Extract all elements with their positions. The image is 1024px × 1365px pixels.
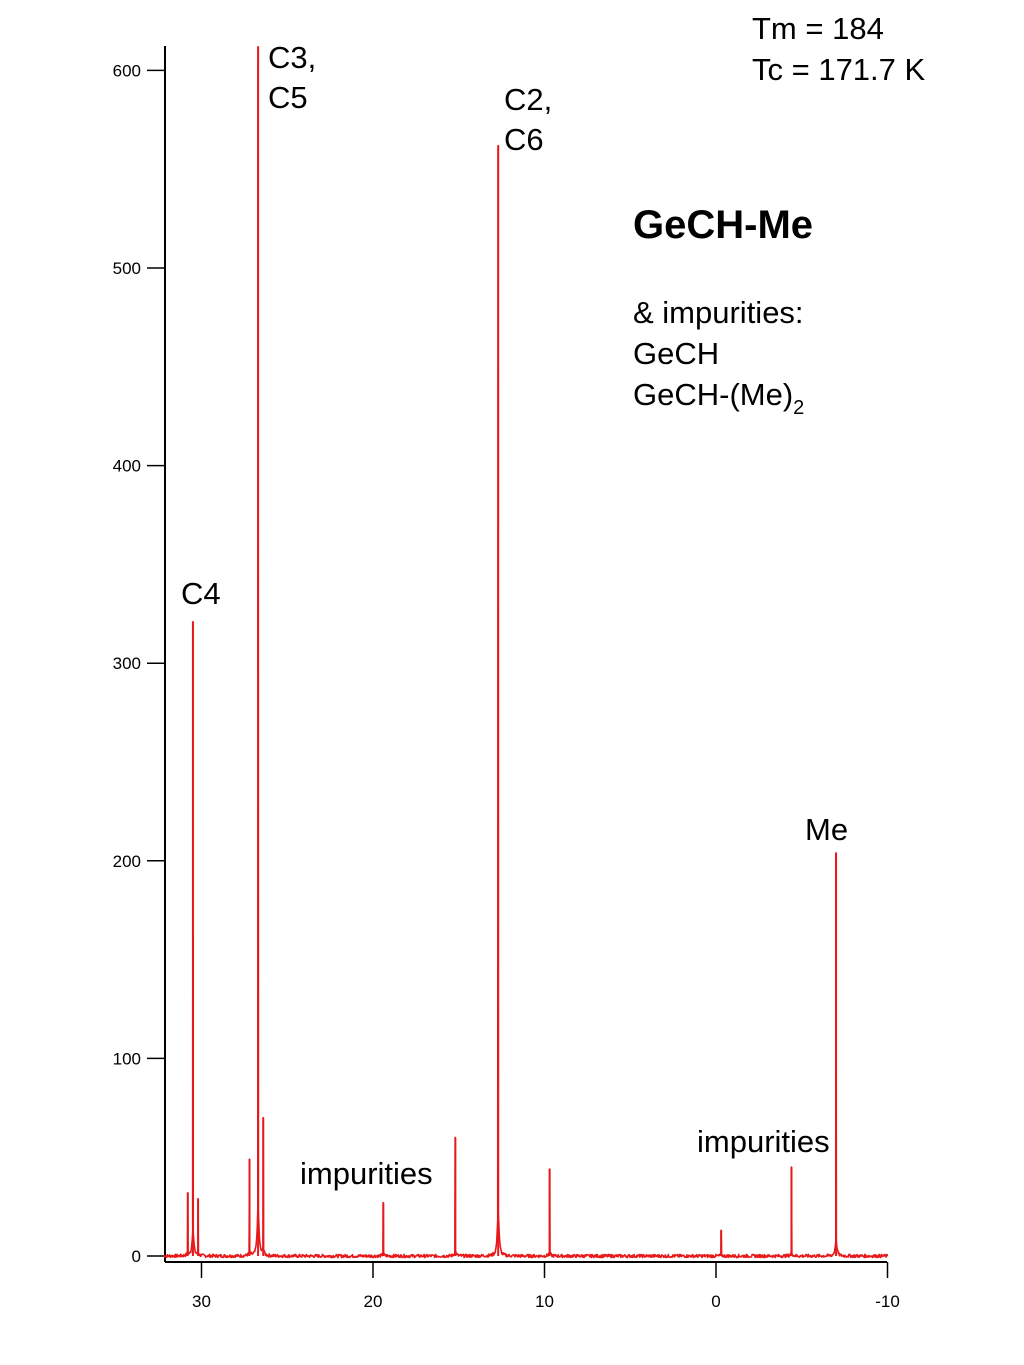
peak-label-c6-line2: C6 [504,122,544,157]
impurities-heading: & impurities: [633,295,804,330]
peak-label-me: Me [805,812,848,847]
impurities-label-right: impurities [697,1124,830,1159]
impurity-gech-me2-subscript: 2 [793,397,804,419]
x-tick-label: 20 [364,1292,383,1311]
y-tick-label: 600 [113,61,141,80]
impurities-label-left: impurities [300,1156,433,1191]
peak-label-c2-line1: C2, [504,82,552,117]
y-tick-label: 400 [113,457,141,476]
y-tick-label: 100 [113,1049,141,1068]
y-tick-label: 300 [113,654,141,673]
y-tick-label: 0 [132,1247,141,1266]
impurity-gech: GeCH [633,336,719,371]
temperature-tc-label: Tc = 171.7 K [752,52,926,87]
labels: Tm = 184 Tc = 171.7 K C3, C5 C2, C6 C4 M… [181,11,926,1191]
temperature-tm-label: Tm = 184 [752,11,884,46]
impurity-gech-me2-main: GeCH-(Me) [633,377,793,412]
spectrum-series [163,45,889,1259]
compound-title: GeCH-Me [633,203,813,247]
x-tick-label: 30 [192,1292,211,1311]
peak-label-c4: C4 [181,576,221,611]
x-tick-label: -10 [875,1292,900,1311]
impurity-gech-me2: GeCH-(Me)2 [633,377,804,419]
peak-label-c3-line1: C3, [268,40,316,75]
y-tick-label: 500 [113,259,141,278]
x-tick-label: 10 [535,1292,554,1311]
peak-label-c5-line2: C5 [268,80,308,115]
spectrum-line [163,45,889,1259]
y-tick-label: 200 [113,852,141,871]
x-tick-label: 0 [711,1292,720,1311]
